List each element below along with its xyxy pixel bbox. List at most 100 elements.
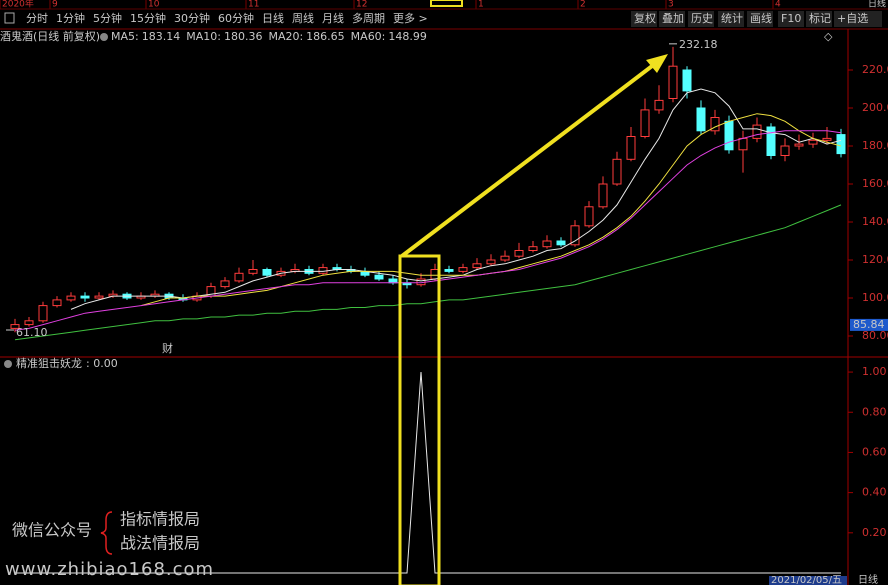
candle-body bbox=[234, 272, 244, 282]
period-tab[interactable]: 15分钟 bbox=[130, 11, 166, 25]
candle-body bbox=[556, 240, 566, 246]
y-tick-label: 200.00 bbox=[862, 101, 888, 114]
candle-body bbox=[514, 250, 524, 257]
period-tab[interactable]: 月线 bbox=[322, 11, 344, 25]
y-tick-label: 0.80 bbox=[862, 405, 887, 418]
candle-body bbox=[542, 240, 552, 248]
low-label: 61.10 bbox=[16, 326, 48, 339]
period-tab[interactable]: 分时 bbox=[26, 12, 48, 25]
period-tab[interactable]: 30分钟 bbox=[174, 11, 210, 25]
y-tick-label: 220.00 bbox=[862, 63, 888, 76]
price-tag: 85.84 bbox=[853, 318, 885, 331]
candle-body bbox=[500, 255, 510, 261]
legend-name: MA10: bbox=[186, 30, 221, 43]
candle-body bbox=[38, 305, 48, 322]
y-tick-label: 0.20 bbox=[862, 526, 887, 539]
y-tick-label: 140.00 bbox=[862, 215, 888, 228]
candle-body bbox=[724, 120, 734, 151]
y-tick-label: 180.00 bbox=[862, 139, 888, 152]
y-tick-label: 160.00 bbox=[862, 177, 888, 190]
brace bbox=[100, 511, 113, 555]
date-ruler-label: 11 bbox=[248, 0, 259, 10]
tool-button[interactable]: F10 bbox=[781, 12, 801, 25]
candle-body bbox=[668, 65, 678, 99]
date-ruler-label: 2020年 bbox=[2, 0, 34, 10]
candle-body bbox=[696, 107, 706, 132]
tool-button[interactable]: 标记 bbox=[809, 11, 831, 25]
tool-button-bg bbox=[631, 11, 657, 27]
tool-button[interactable]: 叠加 bbox=[662, 12, 684, 25]
tool-button[interactable]: 统计 bbox=[721, 12, 743, 25]
ma-line bbox=[14, 204, 842, 341]
period-tab[interactable]: 60分钟 bbox=[218, 11, 254, 25]
candle-body bbox=[444, 269, 454, 272]
candle-body bbox=[472, 263, 482, 269]
candle-body bbox=[612, 158, 622, 185]
indicator-line bbox=[15, 372, 841, 574]
candle-body bbox=[262, 269, 272, 276]
toolbar-icon bbox=[4, 12, 15, 24]
legend-value: 183.14 bbox=[142, 30, 181, 43]
candle-body bbox=[24, 320, 34, 326]
candle-body bbox=[752, 124, 762, 139]
tool-button-bg bbox=[806, 11, 832, 27]
candle-body bbox=[654, 99, 664, 111]
tool-button[interactable]: 历史 bbox=[691, 12, 713, 25]
date-ruler-label: 1 bbox=[478, 0, 484, 10]
watermark-url: www.zhibiao168.com bbox=[5, 559, 214, 580]
arrow-head bbox=[646, 54, 668, 73]
candle-body bbox=[528, 246, 538, 251]
candle-body bbox=[388, 278, 398, 284]
event-marker: 财 bbox=[162, 341, 173, 355]
candle-body bbox=[416, 278, 426, 286]
candle-body bbox=[248, 269, 258, 274]
indicator-title: 精准狙击妖龙 bbox=[16, 356, 82, 370]
tool-button-bg bbox=[718, 11, 744, 27]
price-tag-bg bbox=[850, 318, 888, 331]
candle-body bbox=[458, 267, 468, 272]
candle-body bbox=[710, 117, 720, 132]
period-tab[interactable]: 多周期 bbox=[352, 11, 385, 25]
tool-button[interactable]: 复权 bbox=[634, 11, 656, 25]
indicator-icon bbox=[4, 360, 12, 368]
bottom-date: 2021/02/05/五 bbox=[771, 575, 842, 585]
candle-body bbox=[374, 274, 384, 280]
legend-icon bbox=[100, 33, 108, 41]
period-tab[interactable]: 1分钟 bbox=[56, 11, 85, 25]
candle-body bbox=[80, 295, 90, 299]
y-tick-label: 0.40 bbox=[862, 486, 887, 499]
tool-button-bg bbox=[778, 11, 804, 27]
indicator-value: : 0.00 bbox=[86, 357, 118, 370]
settings-icon: ◇ bbox=[824, 30, 833, 43]
candle-body bbox=[626, 136, 636, 160]
tool-button-bg bbox=[834, 11, 882, 27]
tool-button-bg bbox=[747, 11, 773, 27]
right-label: 日线 bbox=[858, 573, 878, 585]
ma-line bbox=[14, 130, 842, 331]
tool-button-bg bbox=[688, 11, 714, 27]
watermark-line: 指标情报局 bbox=[120, 510, 200, 529]
right-label: 日线 bbox=[868, 0, 886, 10]
date-ruler-label: 3 bbox=[668, 0, 674, 10]
period-tab[interactable]: 更多 > bbox=[393, 11, 428, 25]
period-tab[interactable]: 周线 bbox=[292, 11, 314, 25]
high-label: 232.18 bbox=[679, 38, 718, 51]
legend-value: 186.65 bbox=[306, 30, 345, 43]
candle-body bbox=[52, 299, 62, 307]
period-tab[interactable]: 日线 bbox=[262, 11, 284, 25]
y-tick-label: 100.00 bbox=[862, 291, 888, 304]
signal-box bbox=[398, 254, 441, 585]
candle-body bbox=[570, 225, 580, 246]
watermark-line: 战法情报局 bbox=[120, 534, 200, 553]
ruler-highlight bbox=[430, 0, 463, 7]
chart-title: 酒鬼酒(日线 前复权) bbox=[0, 29, 100, 43]
bottom-date-bg bbox=[769, 576, 847, 585]
legend-value: 148.99 bbox=[388, 30, 427, 43]
tool-button[interactable]: +自选 bbox=[837, 12, 868, 25]
y-tick-label: 120.00 bbox=[862, 253, 888, 266]
y-tick-label: 1.00 bbox=[862, 365, 887, 378]
candle-body bbox=[682, 69, 692, 92]
period-tab[interactable]: 5分钟 bbox=[93, 11, 122, 25]
tool-button[interactable]: 画线 bbox=[750, 11, 772, 25]
